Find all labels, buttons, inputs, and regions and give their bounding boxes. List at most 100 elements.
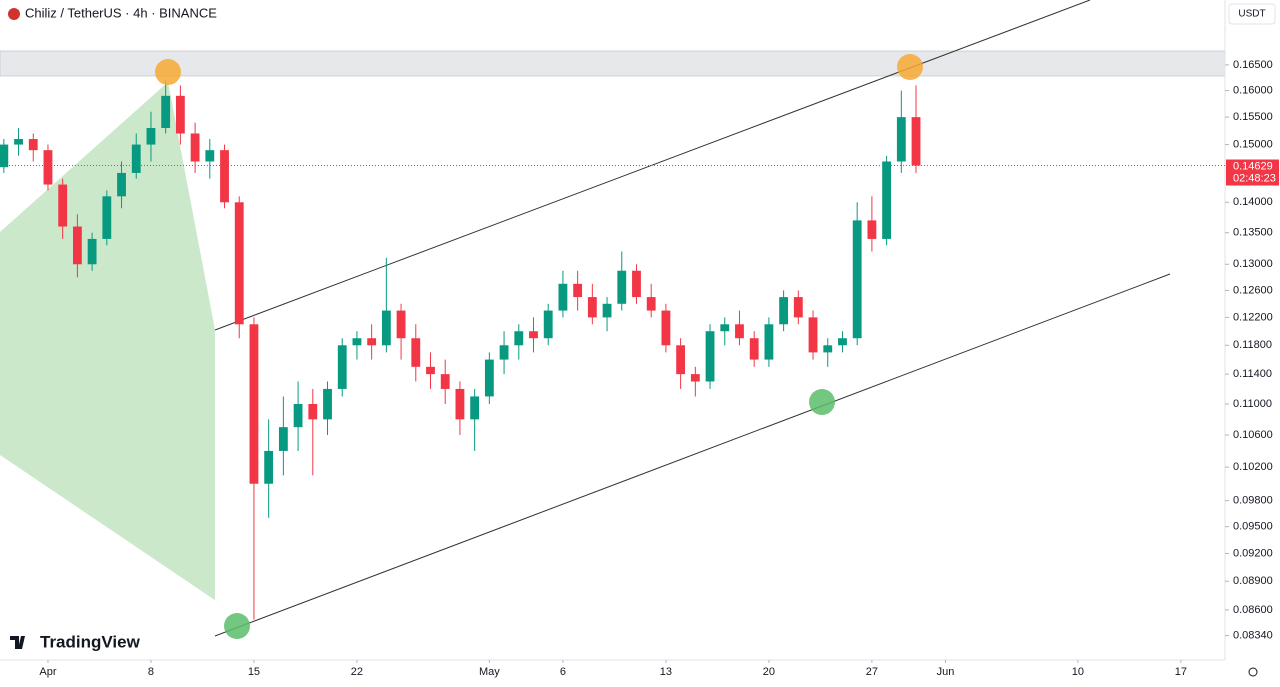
candle-body [352,338,362,346]
channel-upper [214,0,1091,331]
markers [155,54,923,639]
candle-body [838,338,847,346]
candle-body [367,338,377,346]
candle-body [867,220,877,239]
symbol-icon [8,8,20,20]
candle-body [911,117,921,166]
candle-body [632,270,641,298]
y-tick-label: 0.16000 [1233,84,1273,96]
x-tick-label: 17 [1175,666,1187,678]
candle-body [661,310,671,346]
x-tick-label: 6 [560,666,566,678]
candle-body [529,331,538,339]
pattern-area [0,82,237,615]
x-tick-label: 22 [351,666,363,678]
candle-body [102,196,112,239]
candle-body [484,359,494,397]
y-tick-label: 0.13500 [1233,227,1273,239]
brand-name: TradingView [40,632,141,651]
candle-body [0,144,9,168]
y-tick-label: 0.08340 [1233,629,1273,641]
y-tick-label: 0.13000 [1233,258,1273,270]
y-tick-label: 0.09800 [1233,495,1273,507]
candle-body [175,95,185,134]
y-tick-label: 0.11000 [1233,398,1272,410]
candle-body [470,396,480,420]
candle-body [882,161,892,239]
channel-lower [214,273,1171,637]
candle-body [117,172,126,197]
candle-body [146,128,156,145]
candle-body [293,404,303,428]
candle-body [87,238,97,265]
candle-body [43,150,53,185]
drawings [0,0,1226,637]
candle-body [308,404,318,420]
x-tick-label: 20 [763,666,775,678]
brand: TradingView [10,632,141,651]
candle-body [558,283,568,311]
symbol-title: Chiliz / TetherUS · 4h · BINANCE [25,5,217,20]
y-tick-label: 0.08600 [1233,604,1273,616]
peak-marker [155,59,181,85]
settings-icon[interactable] [1248,667,1258,677]
candle-body [808,317,818,353]
candle-body [278,427,288,451]
candle-body [58,184,68,227]
brand-logo [10,636,25,649]
candle-body [190,133,200,162]
candle-body [690,374,700,382]
candle-body [823,345,833,353]
candle-body [426,366,435,375]
candle-body [499,345,509,360]
candle-body [396,310,406,339]
x-tick-label: 10 [1072,666,1084,678]
candle-body [161,95,171,129]
currency-button[interactable] [1228,3,1276,25]
candle-body [381,310,391,346]
candle-body [72,226,82,265]
candle-body [587,297,597,318]
resistance-zone [0,50,1226,77]
x-tick-label: 15 [248,666,260,678]
trough-marker [809,389,835,415]
y-tick-label: 0.09200 [1233,547,1273,559]
candle-body [779,297,789,325]
y-tick-label: 0.10600 [1233,429,1273,441]
candle-body [440,374,450,389]
last-price-box [1226,159,1279,186]
candles [0,80,921,620]
y-tick-label: 0.14000 [1233,196,1273,208]
y-tick-label: 0.11800 [1233,339,1272,351]
candle-body [602,303,612,318]
candle-body [249,324,259,484]
candle-body [14,139,23,145]
y-tick-label: 0.11400 [1233,368,1272,380]
x-tick-label: Jun [937,666,955,678]
y-tick-label: 0.15500 [1233,111,1273,123]
y-tick-label: 0.15000 [1233,138,1273,150]
candle-body [676,345,686,375]
y-tick-label: 0.12200 [1233,311,1273,323]
x-tick-label: 13 [660,666,672,678]
peak-marker [897,54,923,80]
y-tick-label: 0.10200 [1233,461,1273,473]
currency-label[interactable]: USDT [1238,9,1265,20]
trough-marker [224,613,250,639]
symbol-header: Chiliz / TetherUS · 4h · BINANCE [8,5,217,20]
countdown-label: 02:48:23 [1233,172,1276,184]
candle-body [735,324,744,339]
candle-body [234,202,244,325]
last-price-label: 0.14629 [1233,160,1273,172]
candle-body [793,297,803,318]
candle-body [323,388,332,420]
candle-body [646,297,656,311]
candle-body [749,338,759,360]
candle-body [28,139,38,151]
x-tick-label: Apr [39,666,56,678]
candle-body [264,450,274,484]
candle-body [764,324,774,360]
candle-body [543,310,553,339]
candle-body [852,220,862,339]
